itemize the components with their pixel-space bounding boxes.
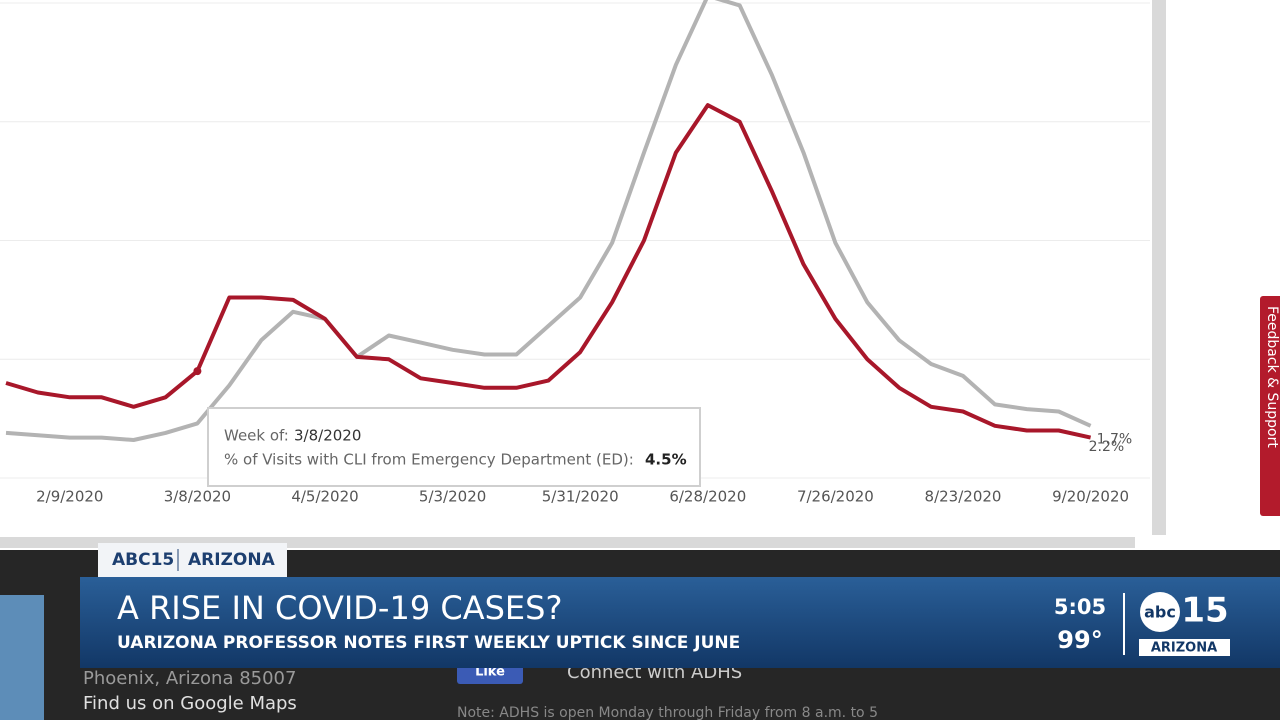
- series-line: [5, 103, 1092, 440]
- scrollbar-h: [0, 537, 1135, 548]
- x-tick-label: 3/8/2020: [164, 488, 231, 506]
- logo-abc: abc: [1144, 603, 1176, 622]
- tooltip-week-label: Week of:: [224, 427, 289, 445]
- tag: [98, 543, 287, 577]
- x-tick-label: 8/23/2020: [925, 488, 1002, 506]
- x-tick-label: 5/31/2020: [542, 488, 619, 506]
- tag-station: ABC15: [112, 550, 174, 570]
- logo-circle: [1140, 592, 1180, 632]
- subhead: UARIZONA PROFESSOR NOTES FIRST WEEKLY UP…: [117, 633, 740, 653]
- end-label: 2.2%: [1089, 439, 1125, 455]
- x-tick-label: 9/20/2020: [1052, 488, 1129, 506]
- feedback-tab[interactable]: [1260, 296, 1280, 516]
- hover-point: [193, 367, 202, 376]
- banner: [80, 577, 1280, 668]
- thumbnail: [0, 595, 44, 720]
- time: 5:05: [1054, 595, 1106, 619]
- x-tick-label: 6/28/2020: [669, 488, 746, 506]
- like-text[interactable]: Like: [475, 665, 505, 680]
- x-tick-label: 2/9/2020: [36, 488, 103, 506]
- x-tick-label: 7/26/2020: [797, 488, 874, 506]
- scrollbar-v: [1152, 0, 1166, 535]
- address: Phoenix, Arizona 85007: [83, 668, 296, 689]
- tooltip-metric-label: % of Visits with CLI from Emergency Depa…: [224, 451, 634, 469]
- logo-region: ARIZONA: [1151, 641, 1217, 656]
- temperature: 99°: [1057, 626, 1102, 654]
- logo-bar: [1139, 639, 1230, 656]
- feedback-text[interactable]: Feedback & Support: [1264, 306, 1280, 448]
- end-label: 1.7%: [1097, 432, 1133, 448]
- series-line: [5, 0, 1092, 442]
- tooltip: [207, 407, 701, 487]
- logo-15: 15: [1181, 591, 1228, 631]
- tooltip-week: 3/8/2020: [294, 427, 361, 445]
- plot: 2/9/2020 3/8/2020 4/5/2020 5/3/2020 5/31/202…: [0, 0, 1150, 506]
- tag-region: ARIZONA: [188, 550, 276, 570]
- tooltip-value: 4.5%: [645, 451, 687, 469]
- x-tick-label: 4/5/2020: [291, 488, 358, 506]
- x-tick-label: 5/3/2020: [419, 488, 486, 506]
- headline: A RISE IN COVID-19 CASES?: [117, 589, 562, 627]
- note: Note: ADHS is open Monday through Friday…: [457, 705, 878, 720]
- maps-link[interactable]: Find us on Google Maps: [83, 693, 297, 714]
